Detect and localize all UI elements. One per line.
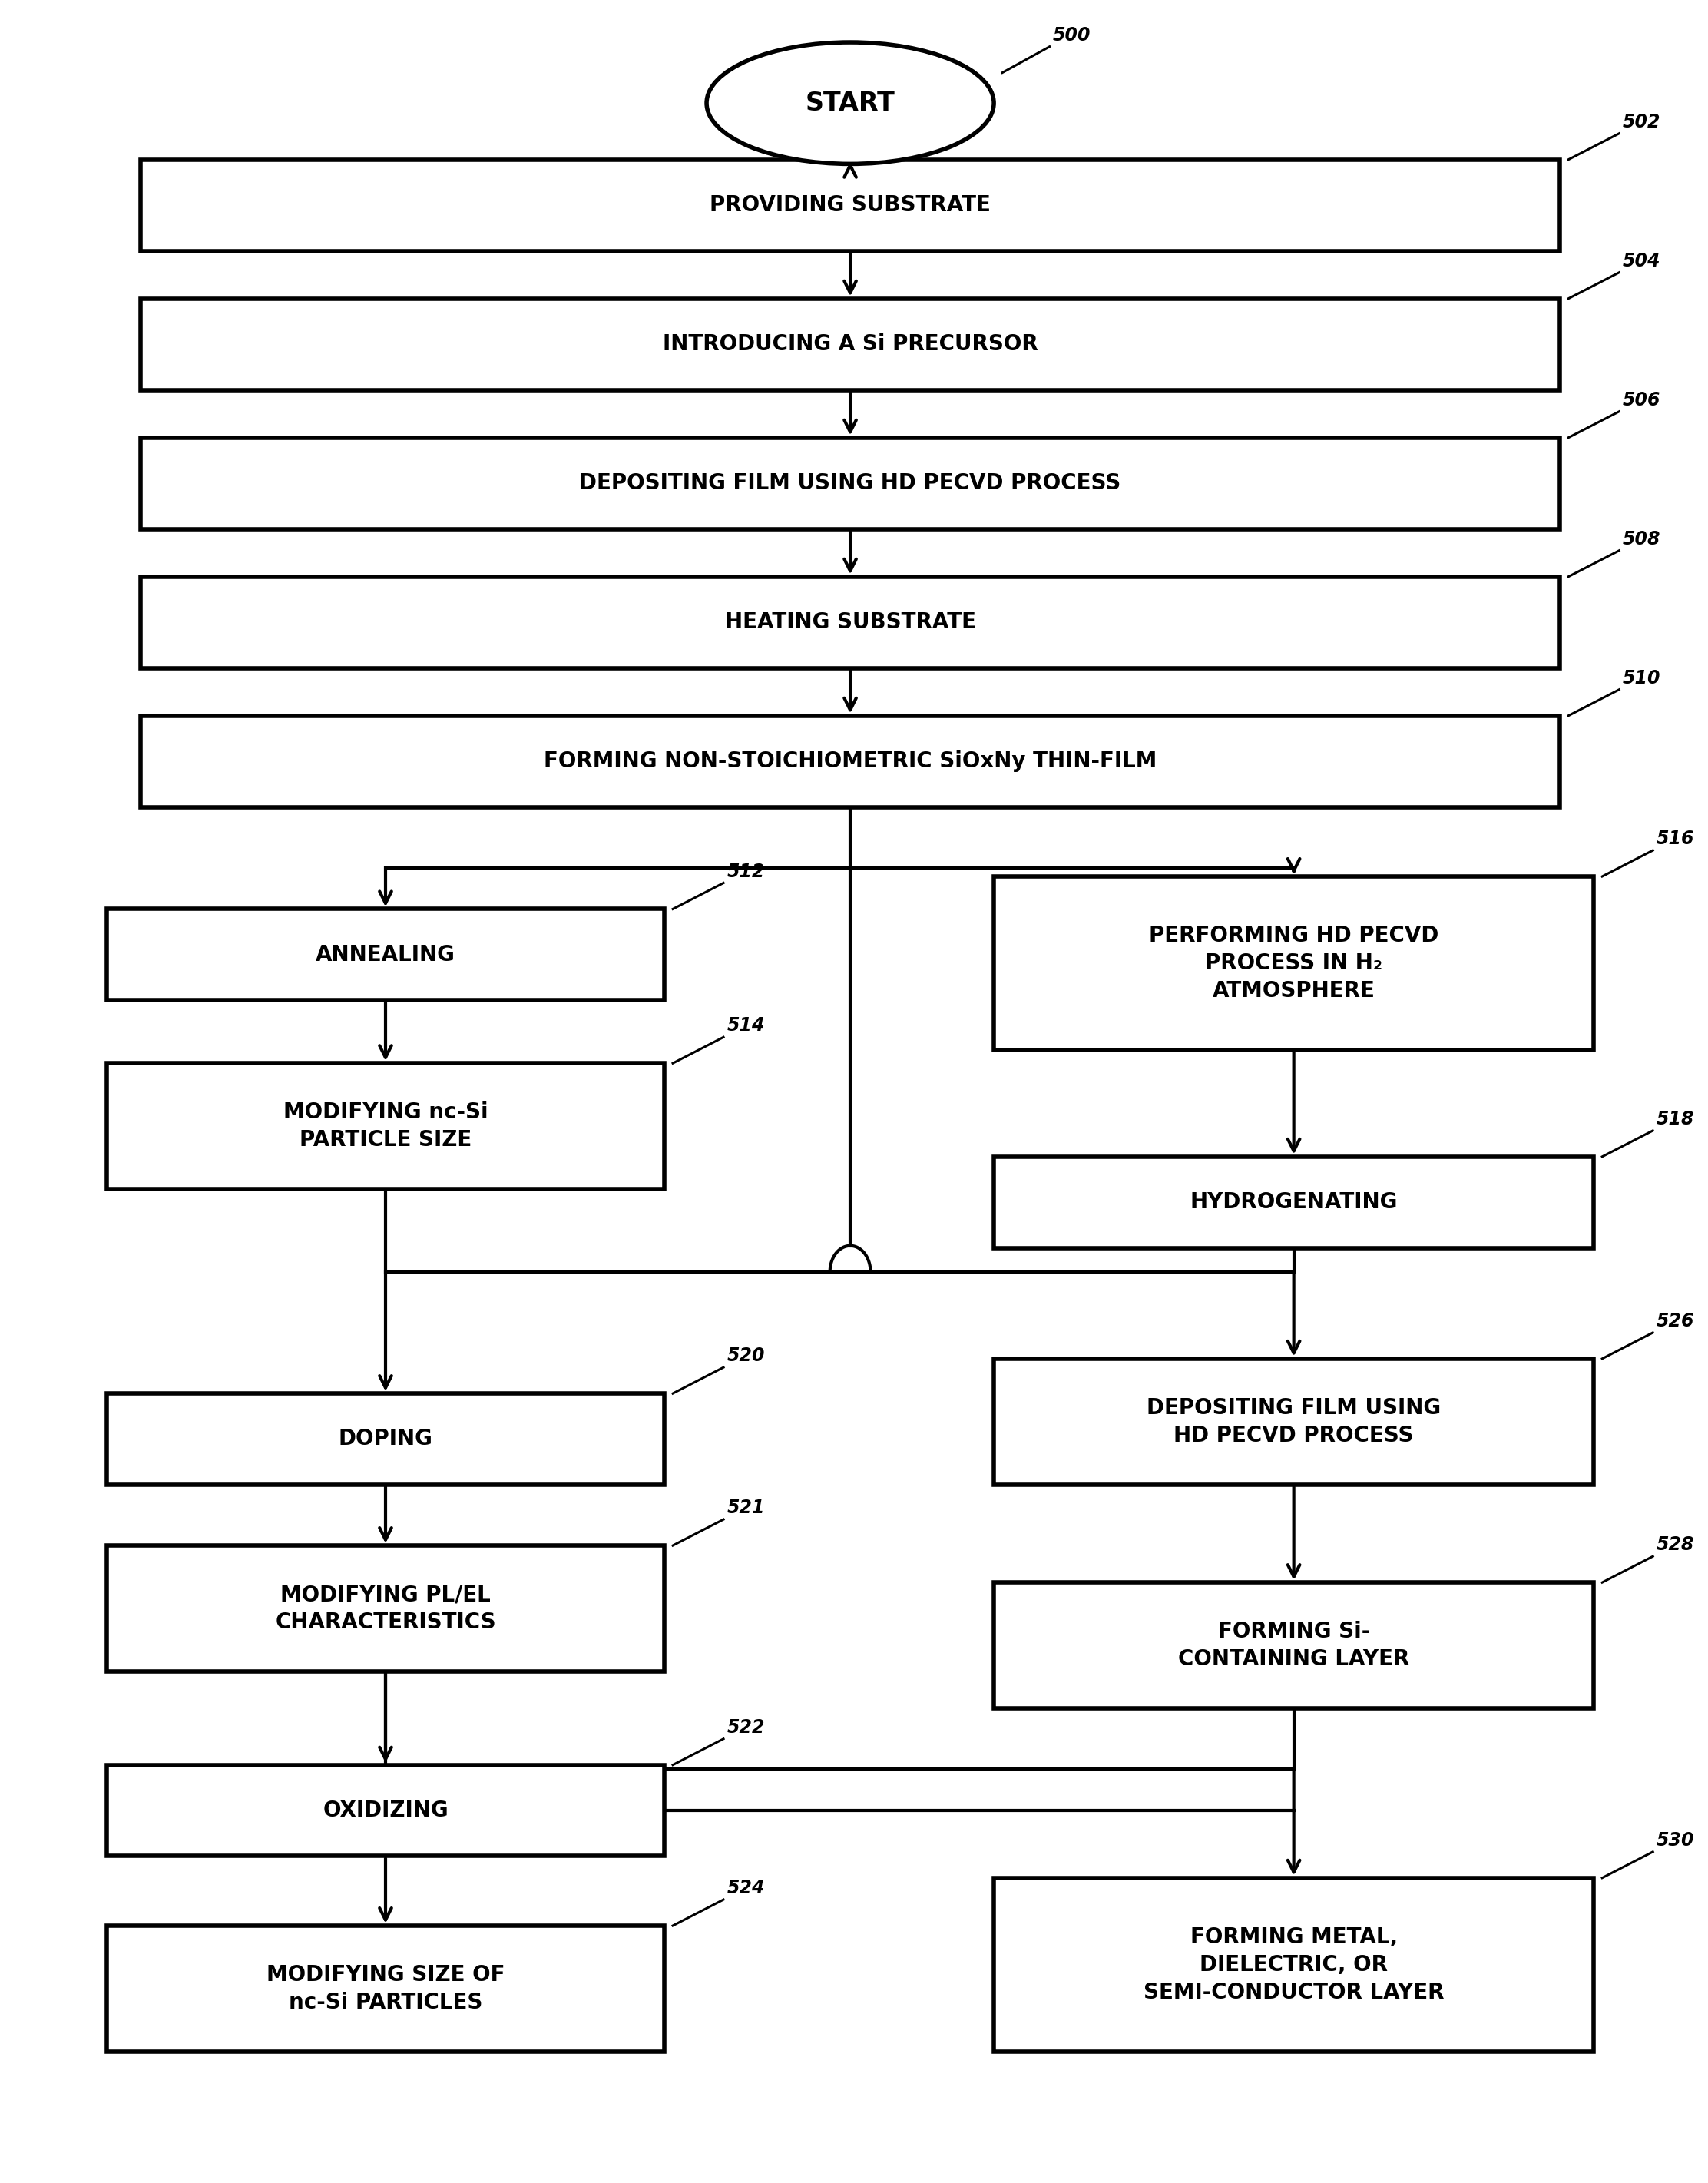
Text: MODIFYING PL/EL
CHARACTERISTICS: MODIFYING PL/EL CHARACTERISTICS xyxy=(275,1585,495,1633)
Text: MODIFYING nc-Si
PARTICLE SIZE: MODIFYING nc-Si PARTICLE SIZE xyxy=(284,1102,488,1150)
Text: PROVIDING SUBSTRATE: PROVIDING SUBSTRATE xyxy=(711,194,991,216)
FancyBboxPatch shape xyxy=(140,299,1559,391)
FancyBboxPatch shape xyxy=(106,1764,664,1856)
Text: HYDROGENATING: HYDROGENATING xyxy=(1190,1192,1397,1214)
FancyBboxPatch shape xyxy=(106,1063,664,1190)
Text: 500: 500 xyxy=(1054,26,1091,44)
Text: HEATING SUBSTRATE: HEATING SUBSTRATE xyxy=(724,611,975,633)
FancyBboxPatch shape xyxy=(140,576,1559,668)
FancyBboxPatch shape xyxy=(106,908,664,1000)
FancyBboxPatch shape xyxy=(106,1546,664,1672)
FancyBboxPatch shape xyxy=(106,1393,664,1484)
Text: 524: 524 xyxy=(728,1880,765,1897)
Text: FORMING Si-
CONTAINING LAYER: FORMING Si- CONTAINING LAYER xyxy=(1179,1622,1409,1670)
Ellipse shape xyxy=(707,41,994,164)
Text: 518: 518 xyxy=(1657,1109,1694,1129)
FancyBboxPatch shape xyxy=(994,1583,1594,1709)
Text: START: START xyxy=(806,90,895,116)
Text: DEPOSITING FILM USING HD PECVD PROCESS: DEPOSITING FILM USING HD PECVD PROCESS xyxy=(579,472,1120,493)
Text: PERFORMING HD PECVD
PROCESS IN H₂
ATMOSPHERE: PERFORMING HD PECVD PROCESS IN H₂ ATMOSP… xyxy=(1149,926,1438,1002)
FancyBboxPatch shape xyxy=(106,1925,664,2052)
Text: OXIDIZING: OXIDIZING xyxy=(323,1799,449,1821)
Text: 514: 514 xyxy=(728,1017,765,1035)
Text: DEPOSITING FILM USING
HD PECVD PROCESS: DEPOSITING FILM USING HD PECVD PROCESS xyxy=(1146,1397,1442,1445)
FancyBboxPatch shape xyxy=(994,1877,1594,2052)
Text: 526: 526 xyxy=(1657,1312,1694,1329)
Text: 508: 508 xyxy=(1623,530,1660,548)
FancyBboxPatch shape xyxy=(994,1157,1594,1249)
Text: 510: 510 xyxy=(1623,668,1660,688)
Text: FORMING NON-STOICHIOMETRIC SiOxNy THIN-FILM: FORMING NON-STOICHIOMETRIC SiOxNy THIN-F… xyxy=(543,751,1156,773)
FancyBboxPatch shape xyxy=(994,1358,1594,1484)
FancyBboxPatch shape xyxy=(140,437,1559,528)
Text: 502: 502 xyxy=(1623,114,1660,131)
Text: 522: 522 xyxy=(728,1718,765,1738)
Text: 528: 528 xyxy=(1657,1537,1694,1554)
Text: 506: 506 xyxy=(1623,391,1660,410)
Text: FORMING METAL,
DIELECTRIC, OR
SEMI-CONDUCTOR LAYER: FORMING METAL, DIELECTRIC, OR SEMI-CONDU… xyxy=(1143,1928,1443,2004)
FancyBboxPatch shape xyxy=(994,875,1594,1050)
Text: ANNEALING: ANNEALING xyxy=(316,943,456,965)
Text: INTRODUCING A Si PRECURSOR: INTRODUCING A Si PRECURSOR xyxy=(663,334,1038,356)
Text: MODIFYING SIZE OF
nc-Si PARTICLES: MODIFYING SIZE OF nc-Si PARTICLES xyxy=(266,1965,506,2013)
Text: 516: 516 xyxy=(1657,830,1694,849)
FancyBboxPatch shape xyxy=(140,159,1559,251)
FancyBboxPatch shape xyxy=(140,716,1559,808)
Text: 504: 504 xyxy=(1623,251,1660,271)
Text: DOPING: DOPING xyxy=(338,1428,432,1450)
Text: 530: 530 xyxy=(1657,1832,1694,1849)
Text: 512: 512 xyxy=(728,862,765,880)
Text: 520: 520 xyxy=(728,1347,765,1364)
Text: 521: 521 xyxy=(728,1500,765,1517)
